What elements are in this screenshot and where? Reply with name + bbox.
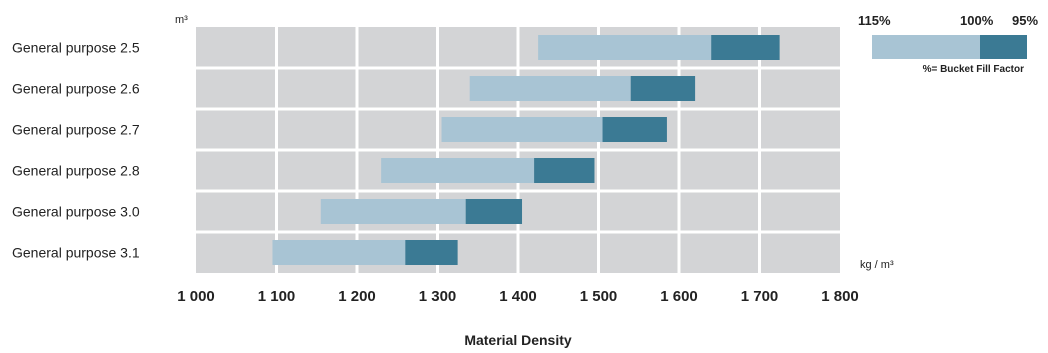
x-tick-label: 1 800 bbox=[821, 288, 859, 305]
category-label: General purpose 3.1 bbox=[12, 245, 140, 261]
legend-caption: %= Bucket Fill Factor bbox=[923, 64, 1025, 75]
legend-swatch-light bbox=[872, 35, 980, 59]
bar-segment-100-95 bbox=[630, 76, 696, 101]
bar-segment-100-95 bbox=[602, 117, 667, 142]
x-tick-label: 1 100 bbox=[258, 288, 296, 305]
legend-label-115: 115% bbox=[858, 13, 891, 28]
x-tick-label: 1 500 bbox=[580, 288, 618, 305]
x-tick-label: 1 000 bbox=[177, 288, 215, 305]
x-tick-label: 1 700 bbox=[741, 288, 779, 305]
x-tick-label: 1 200 bbox=[338, 288, 376, 305]
legend-swatch-dark bbox=[980, 35, 1027, 59]
bar-segment-115-100 bbox=[469, 76, 631, 101]
bar-segment-100-95 bbox=[465, 199, 523, 224]
legend-label-100: 100% bbox=[960, 13, 994, 28]
category-labels: General purpose 2.5 General purpose 2.6 Ge… bbox=[12, 40, 140, 261]
x-tick-label: 1 300 bbox=[419, 288, 457, 305]
bar-segment-100-95 bbox=[711, 35, 780, 60]
category-label: General purpose 2.7 bbox=[12, 122, 140, 138]
x-unit-label: kg / m³ bbox=[860, 259, 894, 271]
legend-label-95: 95% bbox=[1012, 13, 1038, 28]
bar-segment-100-95 bbox=[405, 240, 458, 265]
legend: 115% 100% 95% %= Bucket Fill Factor bbox=[858, 13, 1038, 75]
category-label: General purpose 3.0 bbox=[12, 204, 140, 220]
bar-segment-100-95 bbox=[534, 158, 595, 183]
category-label: General purpose 2.6 bbox=[12, 81, 140, 97]
bar-segment-115-100 bbox=[441, 117, 603, 142]
bar-segment-115-100 bbox=[538, 35, 712, 60]
x-tick-labels: 1 000 1 100 1 200 1 300 1 400 1 500 1 600 1 700… bbox=[177, 288, 859, 305]
x-tick-label: 1 600 bbox=[660, 288, 698, 305]
category-label: General purpose 2.8 bbox=[12, 163, 140, 179]
bar-segment-115-100 bbox=[272, 240, 406, 265]
x-axis-title: Material Density bbox=[464, 332, 572, 348]
bar-segment-115-100 bbox=[381, 158, 535, 183]
category-label: General purpose 2.5 bbox=[12, 40, 140, 56]
gridlines bbox=[275, 27, 761, 273]
bar-segment-115-100 bbox=[320, 199, 466, 224]
y-unit-label: m³ bbox=[175, 14, 188, 26]
x-tick-label: 1 400 bbox=[499, 288, 537, 305]
bars bbox=[272, 35, 780, 265]
